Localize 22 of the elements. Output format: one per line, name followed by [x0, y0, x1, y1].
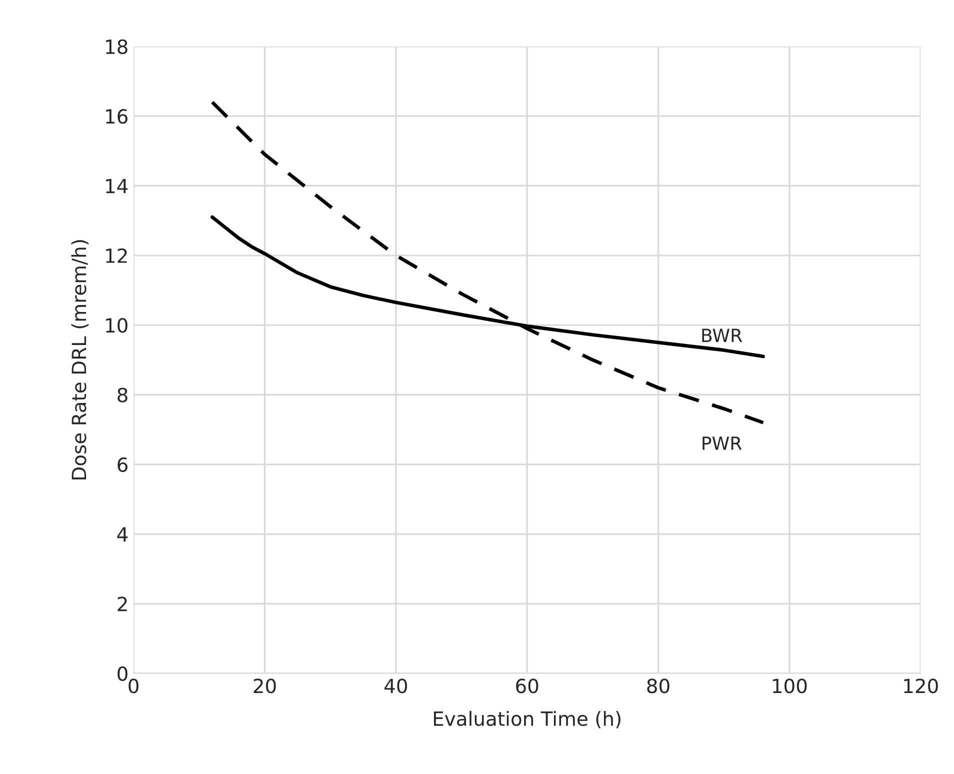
line-series: [210, 100, 765, 424]
x-tick-label: 100: [773, 678, 807, 694]
x-tick-label: 20: [254, 678, 276, 694]
series-label: PWR: [702, 436, 742, 450]
x-tick-label: 120: [904, 678, 938, 694]
y-tick-label: 12: [106, 248, 127, 263]
y-tick-label: 16: [106, 109, 128, 124]
y-tick-label: 8: [118, 388, 128, 402]
y-tick-label: 10: [106, 318, 128, 333]
x-tick-label: 60: [516, 678, 538, 694]
y-axis-title: Dose Rate DRL (mrem/h): [71, 240, 89, 480]
y-tick-label: 4: [117, 527, 128, 542]
x-tick-label: 0: [128, 678, 138, 694]
series-label: BWR: [702, 328, 742, 342]
y-tick-label: 0: [118, 666, 128, 682]
y-tick-label: 2: [118, 596, 127, 612]
x-tick-label: 80: [647, 678, 670, 694]
y-tick-label: 18: [106, 39, 128, 54]
y-tick-label: 6: [118, 457, 128, 472]
x-tick-label: 40: [384, 678, 407, 694]
y-tick-label: 14: [106, 178, 128, 194]
x-axis-title: Evaluation Time (h): [434, 710, 620, 728]
